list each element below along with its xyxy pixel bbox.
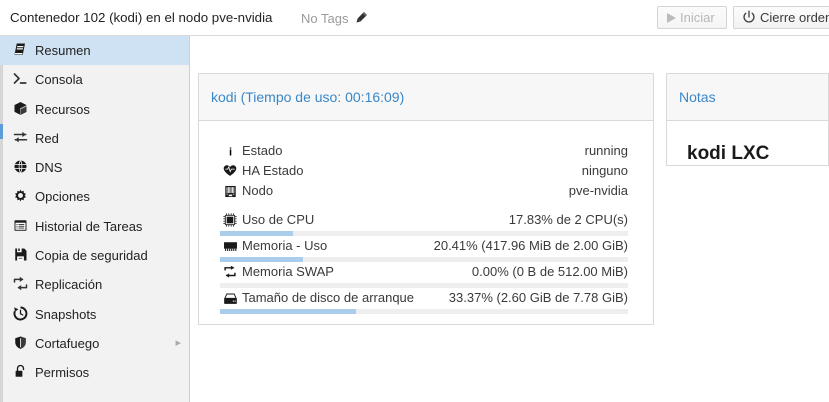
- svg-text:i: i: [228, 146, 231, 158]
